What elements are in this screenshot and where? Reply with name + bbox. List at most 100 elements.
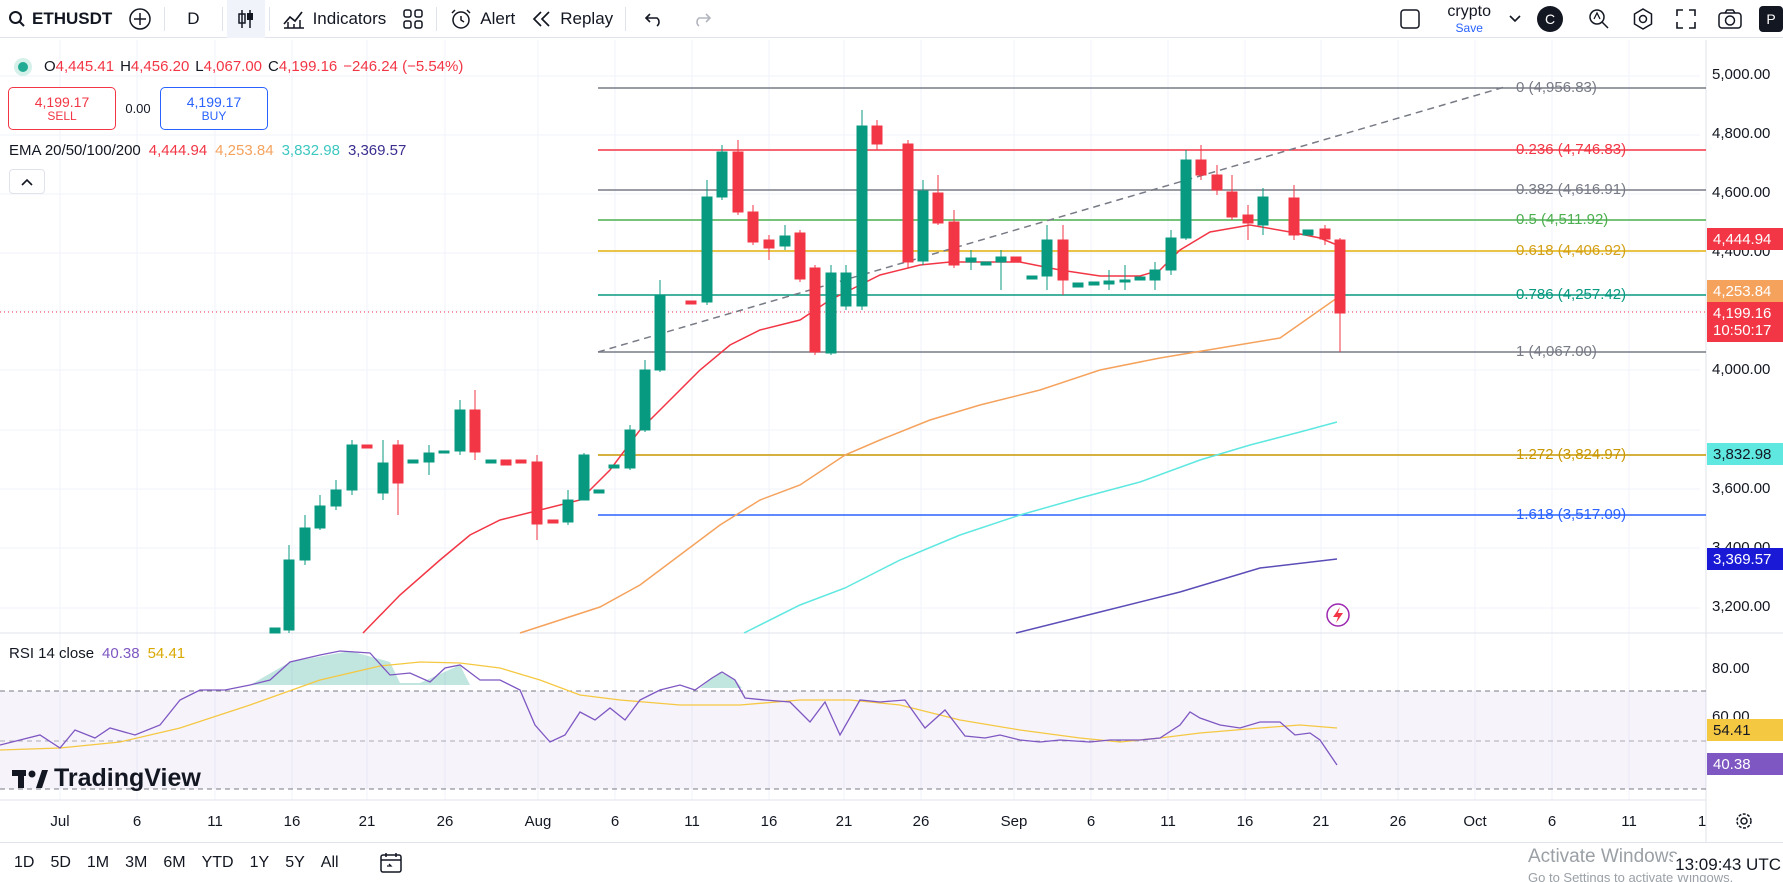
rsi-overbought-fill bbox=[250, 651, 470, 685]
open-value: 4,445.41 bbox=[55, 58, 115, 75]
bar-countdown: 10:50:17 bbox=[1713, 322, 1772, 339]
rsi-ma-value: 54.41 bbox=[147, 645, 186, 662]
sell-label: SELL bbox=[47, 108, 77, 123]
price-axis-label: 4,000.00 bbox=[1712, 361, 1771, 378]
symbol-search[interactable]: ETHUSDT bbox=[0, 0, 120, 38]
axis-settings-button[interactable] bbox=[1734, 811, 1754, 836]
redo-icon bbox=[696, 12, 712, 27]
collapse-legend-button[interactable] bbox=[9, 169, 45, 194]
separator bbox=[221, 6, 223, 31]
ema100-price-tag: 3,832.98 bbox=[1707, 443, 1783, 465]
time-axis-label: Jul bbox=[50, 813, 70, 830]
watermark-line1: Activate Windows bbox=[1528, 846, 1678, 867]
interval-button[interactable]: D bbox=[169, 0, 217, 38]
symbol-name: ETHUSDT bbox=[32, 8, 113, 28]
rsi-overbought-fill-2 bbox=[700, 672, 742, 688]
ema-legend[interactable]: EMA 20/50/100/200 4,444.94 4,253.84 3,83… bbox=[9, 142, 406, 159]
date-range-button[interactable] bbox=[379, 852, 405, 874]
buy-button[interactable]: 4,199.17 BUY bbox=[160, 87, 268, 130]
rsi-axis-label: 80.00 bbox=[1712, 660, 1750, 677]
avatar: C bbox=[1537, 6, 1563, 32]
rewind-icon bbox=[533, 10, 550, 27]
ema200-value: 3,369.57 bbox=[347, 142, 407, 159]
indicators-button[interactable]: Indicators bbox=[274, 0, 395, 38]
range-button[interactable]: 5Y bbox=[285, 853, 305, 871]
alert-button[interactable]: Alert bbox=[441, 0, 523, 38]
time-axis-label: 26 bbox=[436, 813, 454, 830]
fib-retracement[interactable] bbox=[598, 87, 1706, 516]
chart-type-button[interactable] bbox=[226, 0, 265, 38]
ema50-line[interactable] bbox=[519, 297, 1338, 634]
templates-button[interactable] bbox=[394, 0, 432, 38]
publish-button[interactable]: P bbox=[1753, 0, 1783, 38]
square-icon bbox=[1400, 9, 1421, 29]
range-button[interactable]: 1M bbox=[86, 853, 110, 871]
rsi-legend[interactable]: RSI 14 close 40.38 54.41 bbox=[9, 645, 185, 662]
layout-menu-button[interactable] bbox=[1497, 0, 1533, 38]
quick-search-button[interactable] bbox=[1577, 0, 1621, 38]
ema200-price-tag: 3,369.57 bbox=[1707, 548, 1783, 570]
replay-button[interactable]: Replay bbox=[523, 0, 621, 38]
candles[interactable] bbox=[269, 110, 1346, 634]
ohlc-legend: O 4,445.41 H 4,456.20 L 4,067.00 C 4,199.16 … bbox=[18, 58, 463, 75]
rsi-line[interactable] bbox=[0, 650, 1338, 766]
last-price-value: 4,199.16 bbox=[1713, 305, 1772, 322]
ema200-line[interactable] bbox=[1015, 558, 1338, 634]
indicators-icon bbox=[282, 10, 304, 29]
compare-button[interactable] bbox=[120, 0, 160, 38]
close-value: 4,199.16 bbox=[278, 58, 338, 75]
layout-toggle[interactable] bbox=[1379, 0, 1441, 38]
ema-name: EMA 20/50/100/200 bbox=[9, 142, 141, 159]
low-value: 4,067.00 bbox=[203, 58, 263, 75]
ema100-line[interactable] bbox=[743, 421, 1338, 634]
close-label: C bbox=[268, 58, 279, 75]
fib-label-0618: 0.618 (4,406.92) bbox=[1516, 242, 1627, 259]
rsi-name: RSI 14 close bbox=[9, 645, 95, 662]
interval-label: D bbox=[187, 8, 200, 28]
separator bbox=[164, 6, 166, 31]
redo-button[interactable] bbox=[678, 0, 726, 38]
fib-label-0382: 0.382 (4,616.91) bbox=[1516, 181, 1627, 198]
spread-value: 0.00 bbox=[125, 101, 151, 116]
rsi-value: 40.38 bbox=[102, 645, 140, 662]
layout-name[interactable]: crypto Save bbox=[1441, 4, 1497, 35]
price-axis-label: 3,600.00 bbox=[1712, 480, 1771, 497]
tradingview-logo[interactable]: TradingView bbox=[12, 764, 201, 793]
time-axis-label: 26 bbox=[1389, 813, 1407, 830]
range-button[interactable]: 3M bbox=[125, 853, 148, 871]
plus-circle-icon bbox=[129, 7, 152, 30]
time-axis-label: 6 bbox=[1547, 813, 1557, 830]
fullscreen-button[interactable] bbox=[1665, 0, 1707, 38]
range-button[interactable]: 1Y bbox=[249, 853, 270, 871]
time-axis-label: 21 bbox=[1312, 813, 1330, 830]
range-button[interactable]: All bbox=[320, 853, 339, 871]
calendar-range-icon bbox=[379, 852, 402, 873]
bottom-toolbar: 1D 5D 1M 3M 6M YTD 1Y 5Y All bbox=[0, 842, 1783, 882]
settings-button[interactable] bbox=[1621, 0, 1665, 38]
news-icon[interactable] bbox=[1326, 603, 1350, 627]
sell-button[interactable]: 4,199.17 SELL bbox=[8, 87, 116, 130]
profile-button[interactable]: C bbox=[1533, 0, 1577, 38]
chart-canvas[interactable] bbox=[0, 0, 1783, 842]
range-button[interactable]: YTD bbox=[201, 853, 234, 871]
time-axis-label: 16 bbox=[1236, 813, 1254, 830]
market-status-icon[interactable] bbox=[18, 61, 28, 72]
price-axis-label: 3,200.00 bbox=[1712, 598, 1771, 615]
buy-price: 4,199.17 bbox=[186, 93, 242, 110]
alert-label: Alert bbox=[480, 8, 516, 28]
ema20-value: 4,444.94 bbox=[148, 142, 208, 159]
range-button[interactable]: 1D bbox=[14, 853, 35, 871]
undo-button[interactable] bbox=[630, 0, 678, 38]
snapshot-button[interactable] bbox=[1707, 0, 1753, 38]
fib-label-0786: 0.786 (4,257.42) bbox=[1516, 286, 1627, 303]
price-axis-label: 5,000.00 bbox=[1712, 66, 1771, 83]
toolbar-right: crypto Save C P bbox=[1379, 0, 1783, 38]
bull-candles bbox=[269, 110, 1314, 634]
alarm-icon bbox=[451, 8, 471, 29]
fib-trend-line[interactable] bbox=[597, 85, 1509, 353]
range-button[interactable]: 5D bbox=[50, 853, 71, 871]
indicators-label: Indicators bbox=[312, 8, 387, 28]
range-button[interactable]: 6M bbox=[163, 853, 186, 871]
time-zone-clock[interactable]: 13:09:43 UTC bbox=[1673, 855, 1783, 875]
replay-label: Replay bbox=[560, 8, 614, 28]
